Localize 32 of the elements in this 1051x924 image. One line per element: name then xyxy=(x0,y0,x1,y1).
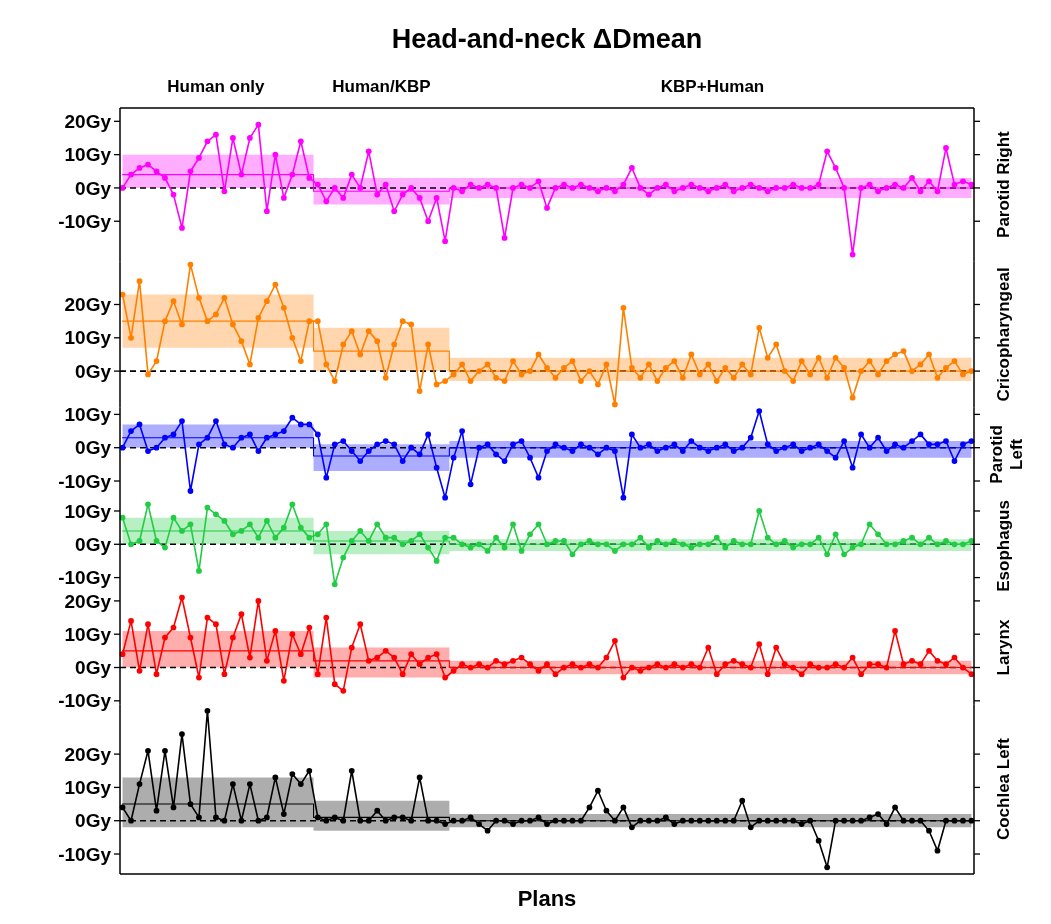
y-tick-label: -10Gy xyxy=(58,690,112,712)
y-tick-label: 10Gy xyxy=(64,327,112,349)
y-tick-label: 0Gy xyxy=(75,437,112,459)
y-tick-label: 0Gy xyxy=(75,177,112,199)
y-tick-label: 0Gy xyxy=(75,360,112,382)
text: Human/KBP xyxy=(332,77,431,96)
y-tick-label: 20Gy xyxy=(64,590,112,612)
y-tick-label: -10Gy xyxy=(58,843,112,865)
y-axis-title: Parotid Left xyxy=(987,425,1026,484)
y-tick-label: 10Gy xyxy=(64,623,112,645)
y-tick-label: 20Gy xyxy=(64,110,112,132)
y-tick-label: 10Gy xyxy=(64,404,112,426)
text: KBP+Human xyxy=(660,77,765,96)
y-tick-label: -10Gy xyxy=(58,210,112,232)
y-tick-label: 20Gy xyxy=(64,743,112,765)
y-tick-label: 0Gy xyxy=(75,810,112,832)
y-tick-label: -10Gy xyxy=(58,567,112,589)
y-tick-label: 10Gy xyxy=(64,144,112,166)
y-tick-label: 20Gy xyxy=(64,294,112,316)
y-axis-title: Parotid Right xyxy=(994,130,1014,238)
y-tick-label: 0Gy xyxy=(75,533,112,555)
y-axis-title: Larynx xyxy=(994,619,1014,676)
y-axis-title: Cricopharyngeal xyxy=(994,267,1014,402)
y-tick-label: 10Gy xyxy=(64,777,112,799)
y-tick-label: 10Gy xyxy=(64,500,112,522)
chart-title: Head-and-neck ΔDmean xyxy=(391,24,703,54)
y-axis-title: Cochlea Left xyxy=(994,737,1014,841)
y-axis-title: Esophagus xyxy=(994,500,1014,592)
text: Human only xyxy=(167,77,266,96)
y-tick-label: -10Gy xyxy=(58,470,112,492)
x-axis-title: Plans xyxy=(517,886,577,911)
y-tick-label: 0Gy xyxy=(75,657,112,679)
